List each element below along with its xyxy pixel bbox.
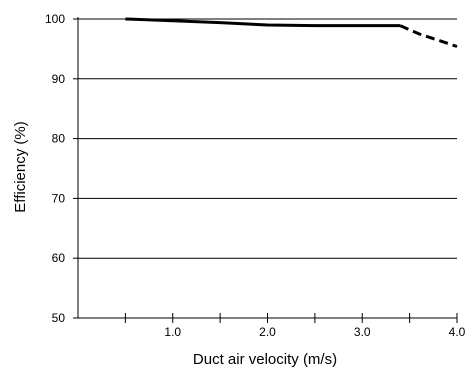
efficiency-line-solid (125, 17, 401, 28)
y-axis-title: Efficiency (%) (12, 121, 29, 212)
x-tick-label-2.0: 2.0 (259, 325, 276, 339)
tick-labels: 50 60 70 80 90 100 1.0 2.0 3.0 4.0 (45, 12, 466, 339)
axes (73, 17, 458, 323)
x-tick-label-1.0: 1.0 (164, 325, 181, 339)
y-tick-label-100: 100 (45, 12, 65, 26)
y-tick-label-50: 50 (52, 311, 66, 325)
x-axis-title: Duct air velocity (m/s) (193, 351, 337, 367)
x-tick-label-3.0: 3.0 (354, 325, 371, 339)
y-tick-label-60: 60 (52, 251, 66, 265)
grid-lines (78, 18, 457, 259)
y-tick-label-80: 80 (52, 132, 66, 146)
series (125, 17, 458, 48)
y-tick-label-90: 90 (52, 72, 66, 86)
y-tick-label-70: 70 (52, 191, 66, 205)
x-tick-label-4.0: 4.0 (449, 325, 466, 339)
efficiency-line-dashed (399, 24, 458, 48)
